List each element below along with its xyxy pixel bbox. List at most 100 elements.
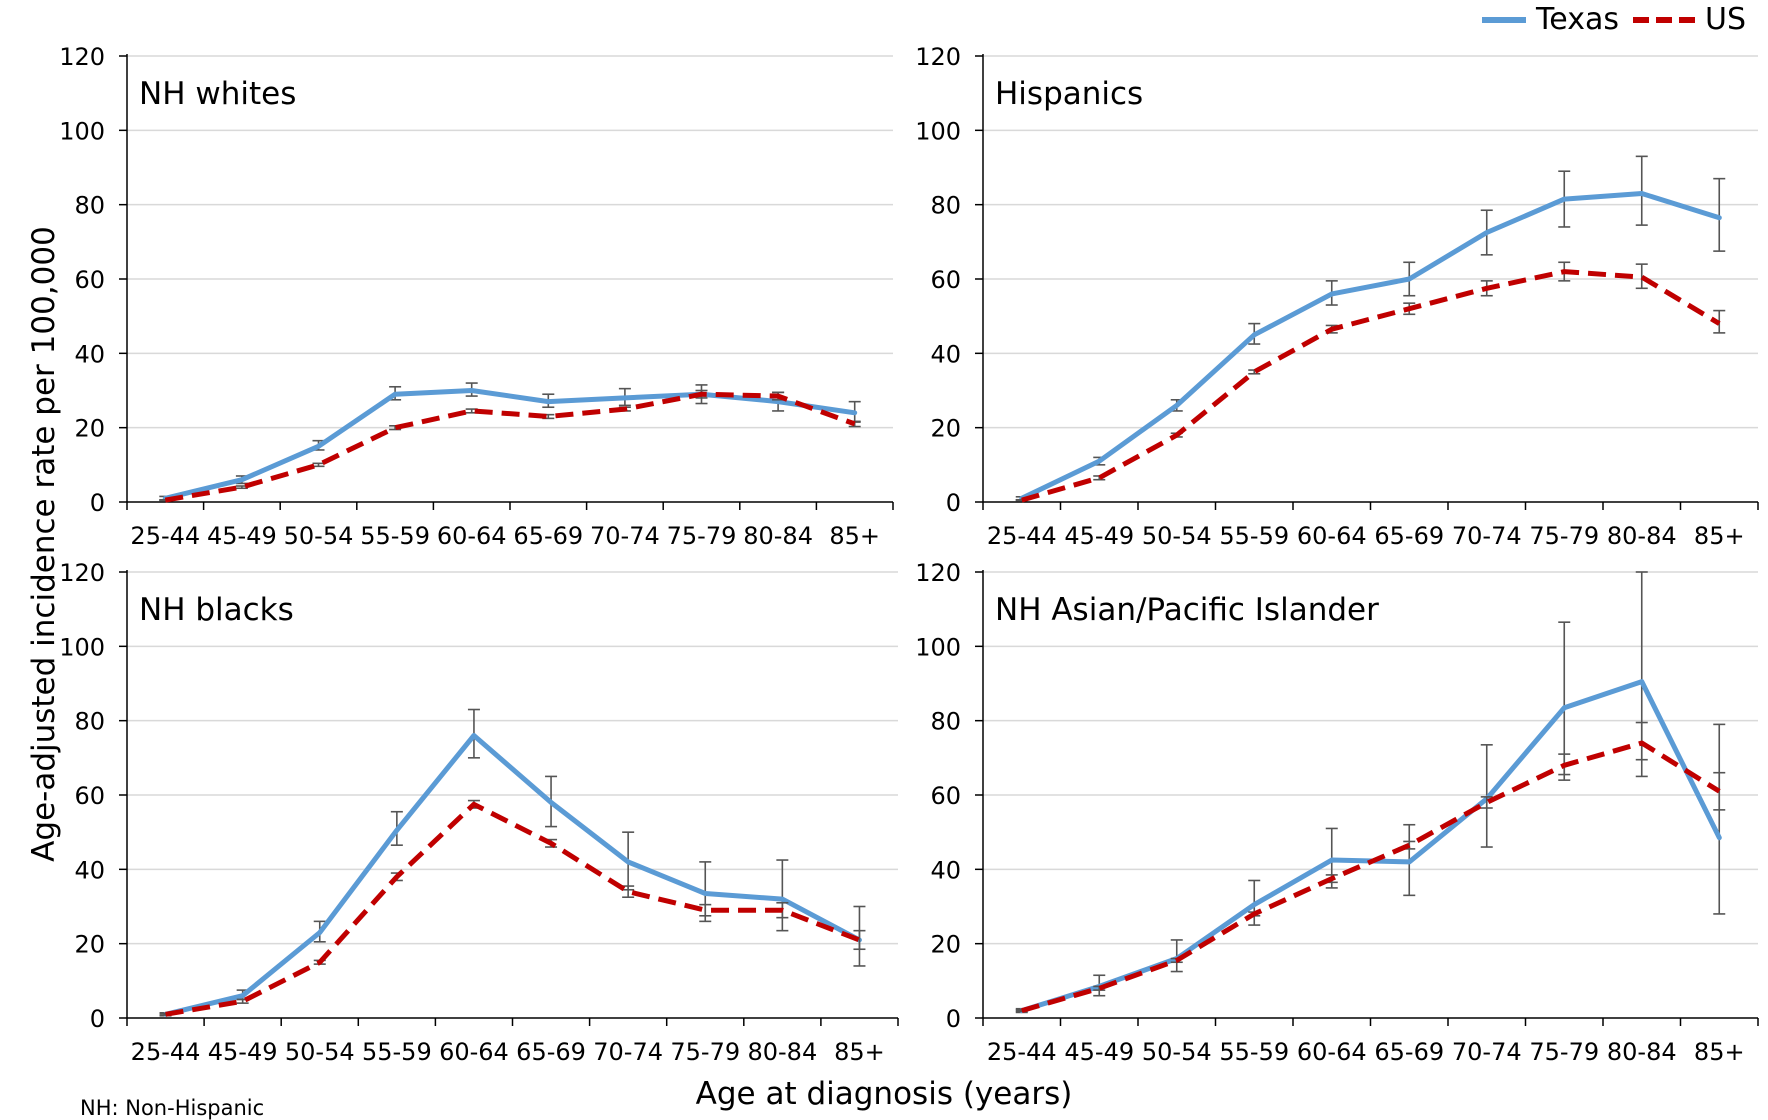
x-tick-label: 55-59 [1219, 522, 1289, 550]
x-tick-label: 75-79 [1529, 522, 1599, 550]
y-tick-label: 120 [915, 43, 961, 71]
error-bar [1636, 156, 1648, 225]
x-tick-label: 75-79 [1529, 1038, 1599, 1066]
y-tick-label: 60 [74, 782, 105, 810]
error-bar [1713, 724, 1725, 914]
error-bar [1636, 264, 1648, 288]
series-line-texas [165, 391, 854, 499]
x-tick-label: 50-54 [1142, 522, 1212, 550]
x-tick-label: 45-49 [207, 522, 277, 550]
y-tick-label: 20 [930, 931, 961, 959]
y-tick-label: 80 [74, 192, 105, 220]
y-tick-label: 80 [74, 708, 105, 736]
y-tick-label: 0 [946, 489, 961, 517]
x-tick-label: 25-44 [987, 1038, 1057, 1066]
x-tick-label: 85+ [1694, 522, 1745, 550]
y-tick-label: 80 [930, 192, 961, 220]
x-tick-label: 25-44 [130, 522, 200, 550]
x-tick-label: 65-69 [516, 1038, 586, 1066]
panel-title: Hispanics [995, 76, 1143, 112]
y-tick-label: 40 [74, 340, 105, 368]
panel-title: NH Asian/Pacific Islander [995, 592, 1379, 628]
footnote: NH: Non-Hispanic [80, 1096, 264, 1120]
x-tick-label: 70-74 [593, 1038, 663, 1066]
panel-title: NH blacks [139, 592, 294, 628]
series-line-texas [166, 736, 860, 1015]
x-tick-label: 65-69 [513, 522, 583, 550]
x-tick-label: 45-49 [208, 1038, 278, 1066]
y-axis-label: Age-adjusted incidence rate per 100,000 [26, 226, 62, 862]
x-tick-label: 50-54 [284, 522, 354, 550]
y-tick-label: 0 [90, 489, 105, 517]
legend-swatch-texas [1482, 16, 1526, 24]
y-tick-label: 60 [930, 266, 961, 294]
legend: Texas US [1482, 2, 1746, 37]
y-tick-label: 40 [74, 856, 105, 884]
x-tick-label: 60-64 [1297, 1038, 1367, 1066]
y-tick-label: 100 [915, 633, 961, 661]
y-tick-label: 100 [59, 633, 105, 661]
x-tick-label: 80-84 [1607, 522, 1677, 550]
x-tick-label: 80-84 [743, 522, 813, 550]
legend-label-texas: Texas [1536, 2, 1619, 37]
x-tick-label: 60-64 [437, 522, 507, 550]
y-tick-label: 0 [946, 1005, 961, 1033]
x-tick-label: 55-59 [1219, 1038, 1289, 1066]
y-tick-label: 0 [90, 1005, 105, 1033]
x-tick-label: 80-84 [747, 1038, 817, 1066]
legend-label-us: US [1705, 2, 1746, 37]
x-tick-label: 60-64 [439, 1038, 509, 1066]
y-tick-label: 100 [59, 117, 105, 145]
x-tick-label: 85+ [1694, 1038, 1745, 1066]
x-tick-label: 55-59 [362, 1038, 432, 1066]
x-tick-label: 25-44 [131, 1038, 201, 1066]
x-tick-label: 45-49 [1064, 522, 1134, 550]
error-bar [776, 860, 788, 931]
y-tick-label: 120 [59, 43, 105, 71]
x-tick-label: 45-49 [1064, 1038, 1134, 1066]
x-tick-label: 75-79 [667, 522, 737, 550]
y-tick-label: 20 [930, 415, 961, 443]
y-tick-label: 40 [930, 856, 961, 884]
y-tick-label: 80 [930, 708, 961, 736]
panel-title: NH whites [139, 76, 296, 112]
legend-item-texas: Texas [1482, 2, 1619, 37]
x-tick-label: 80-84 [1607, 1038, 1677, 1066]
y-tick-label: 100 [915, 117, 961, 145]
x-tick-label: 75-79 [670, 1038, 740, 1066]
x-tick-label: 65-69 [1374, 1038, 1444, 1066]
x-tick-label: 70-74 [590, 522, 660, 550]
legend-swatch-us [1633, 16, 1695, 24]
series-line-us [1022, 743, 1720, 1011]
y-tick-label: 20 [74, 931, 105, 959]
series-line-us [166, 804, 860, 1014]
y-tick-label: 60 [930, 782, 961, 810]
x-tick-label: 65-69 [1374, 522, 1444, 550]
series-line-texas [1022, 682, 1720, 1011]
x-tick-label: 85+ [829, 522, 880, 550]
y-tick-label: 20 [74, 415, 105, 443]
x-tick-label: 55-59 [360, 522, 430, 550]
x-tick-label: 70-74 [1452, 522, 1522, 550]
legend-item-us: US [1633, 2, 1746, 37]
y-tick-label: 60 [74, 266, 105, 294]
x-tick-label: 70-74 [1452, 1038, 1522, 1066]
x-tick-label: 50-54 [285, 1038, 355, 1066]
y-tick-label: 120 [59, 559, 105, 587]
y-tick-label: 40 [930, 340, 961, 368]
x-axis-label: Age at diagnosis (years) [0, 1076, 1768, 1112]
x-tick-label: 25-44 [987, 522, 1057, 550]
x-tick-label: 50-54 [1142, 1038, 1212, 1066]
series-line-us [165, 394, 854, 500]
y-tick-label: 120 [915, 559, 961, 587]
series-line-texas [1022, 194, 1720, 499]
x-tick-label: 85+ [834, 1038, 885, 1066]
series-line-us [1022, 272, 1720, 501]
x-tick-label: 60-64 [1297, 522, 1367, 550]
